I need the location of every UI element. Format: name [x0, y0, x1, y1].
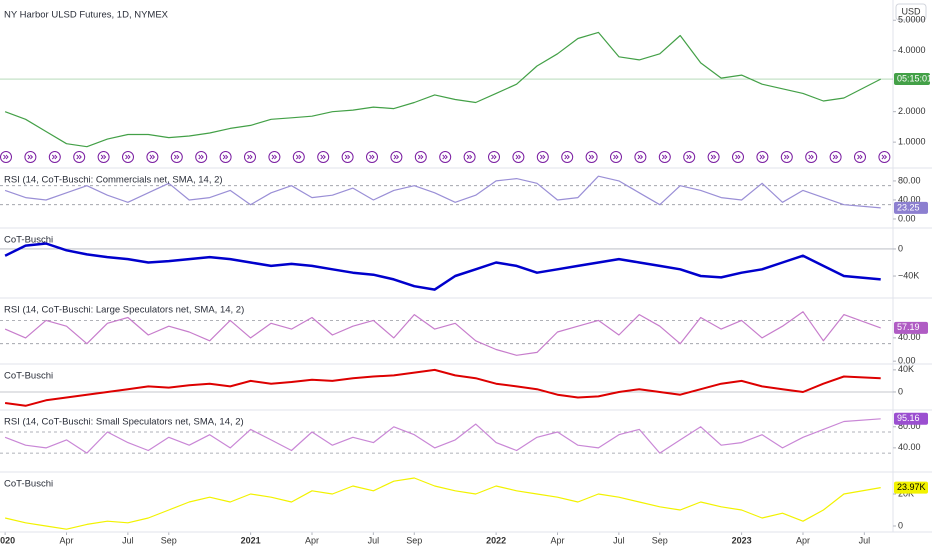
event-icon-glyph [27, 154, 34, 160]
panel-title: CoT-Buschi [4, 371, 53, 382]
x-tick-label: Sep [652, 535, 668, 545]
y-tick-label: 80.00 [898, 175, 921, 185]
event-icon-glyph [588, 154, 595, 160]
event-icon-glyph [613, 154, 619, 160]
event-icon-glyph [881, 154, 888, 160]
event-icon-glyph [344, 154, 351, 160]
event-icon-glyph [857, 154, 863, 160]
x-tick-label: Jul [613, 535, 625, 545]
event-icon-glyph [271, 154, 278, 160]
event-icon-glyph [808, 154, 814, 160]
y-tick-label: 40.00 [898, 442, 921, 452]
event-icon-glyph [51, 154, 58, 160]
event-icon-glyph [783, 154, 790, 160]
series-line [4, 31, 881, 148]
event-icon-glyph [539, 154, 546, 160]
currency: USD [901, 6, 921, 16]
countdown-box [894, 73, 930, 86]
x-tick-label: Apr [796, 535, 810, 545]
last-value-box [894, 201, 928, 214]
last-value: 57.19 [897, 322, 920, 332]
panel-title: NY Harbor ULSD Futures, 1D, NYMEX [4, 10, 169, 21]
x-tick-label: Sep [161, 535, 177, 545]
event-icon-glyph [759, 154, 766, 160]
y-tick-label: 40.00 [898, 332, 921, 342]
series-line [4, 418, 881, 454]
y-tick-label: 80.00 [898, 421, 921, 431]
series-line [4, 175, 881, 209]
event-icon-glyph [637, 154, 644, 160]
event-icon-glyph [173, 154, 180, 160]
event-icon-glyph [149, 154, 156, 160]
y-tick-label: 5.0000 [898, 15, 926, 25]
x-tick-label: 2022 [486, 535, 506, 545]
y-tick-label: −40K [898, 270, 919, 280]
event-icon-glyph [686, 154, 692, 160]
event-icon-glyph [442, 154, 448, 160]
panel-title: RSI (14, CoT-Buschi: Small Speculators n… [4, 417, 244, 428]
event-icon-glyph [661, 154, 668, 160]
event-icon-glyph [491, 154, 497, 160]
event-icon-glyph [515, 154, 522, 160]
event-icon-glyph [393, 154, 400, 160]
last-value: 95.16 [897, 413, 920, 423]
event-icon-glyph [125, 154, 131, 160]
event-icon-glyph [3, 154, 9, 160]
x-tick-label: Apr [550, 535, 564, 545]
x-tick-label: Apr [305, 535, 319, 545]
last-value-box [894, 412, 928, 425]
y-tick-label: 40.00 [898, 194, 921, 204]
panel-title: CoT-Buschi [4, 235, 53, 246]
event-icon-glyph [417, 154, 424, 160]
event-icon-glyph [247, 154, 253, 160]
countdown: 05:15:01 [897, 73, 932, 83]
event-icon-glyph [198, 154, 204, 160]
y-tick-label: 1.0000 [898, 137, 926, 147]
x-tick-label: 2021 [241, 535, 261, 545]
event-icon-glyph [222, 154, 229, 160]
event-icon-glyph [76, 154, 82, 160]
x-tick-label: 2020 [0, 535, 15, 545]
x-tick-label: Apr [59, 535, 73, 545]
series-line [4, 242, 881, 291]
currency-box [895, 3, 927, 21]
x-tick-label: Jul [368, 535, 380, 545]
last-value-box [894, 481, 928, 494]
series-line [4, 311, 881, 356]
panel-title: RSI (14, CoT-Buschi: Large Speculators n… [4, 305, 244, 316]
event-icon-glyph [832, 154, 839, 160]
last-value: 23.97K [897, 482, 926, 492]
x-tick-label: Jul [859, 535, 871, 545]
event-icon-glyph [100, 154, 107, 160]
y-tick-label: 0 [898, 520, 903, 530]
last-value-box [894, 321, 928, 334]
event-icon-glyph [369, 154, 375, 160]
panel-title: RSI (14, CoT-Buschi: Commercials net, SM… [4, 175, 223, 186]
event-icon-glyph [735, 154, 741, 160]
y-tick-label: 0.00 [898, 213, 916, 223]
y-tick-label: 0 [898, 386, 903, 396]
series-line [4, 368, 881, 407]
event-icon-glyph [466, 154, 473, 160]
event-icon-glyph [320, 154, 326, 160]
y-tick-label: 4.0000 [898, 45, 926, 55]
x-tick-label: Jul [122, 535, 134, 545]
y-tick-label: 40K [898, 364, 914, 374]
y-tick-label: 0 [898, 243, 903, 253]
y-tick-label: 2.0000 [898, 106, 926, 116]
event-icon-glyph [564, 154, 570, 160]
event-icon-glyph [710, 154, 717, 160]
panel-title: CoT-Buschi [4, 479, 53, 490]
event-icon-glyph [295, 154, 302, 160]
last-value: 23.25 [897, 202, 920, 212]
y-tick-label: 0.00 [898, 356, 916, 366]
x-tick-label: 2023 [732, 535, 752, 545]
x-tick-label: Sep [406, 535, 422, 545]
series-line [4, 477, 881, 530]
